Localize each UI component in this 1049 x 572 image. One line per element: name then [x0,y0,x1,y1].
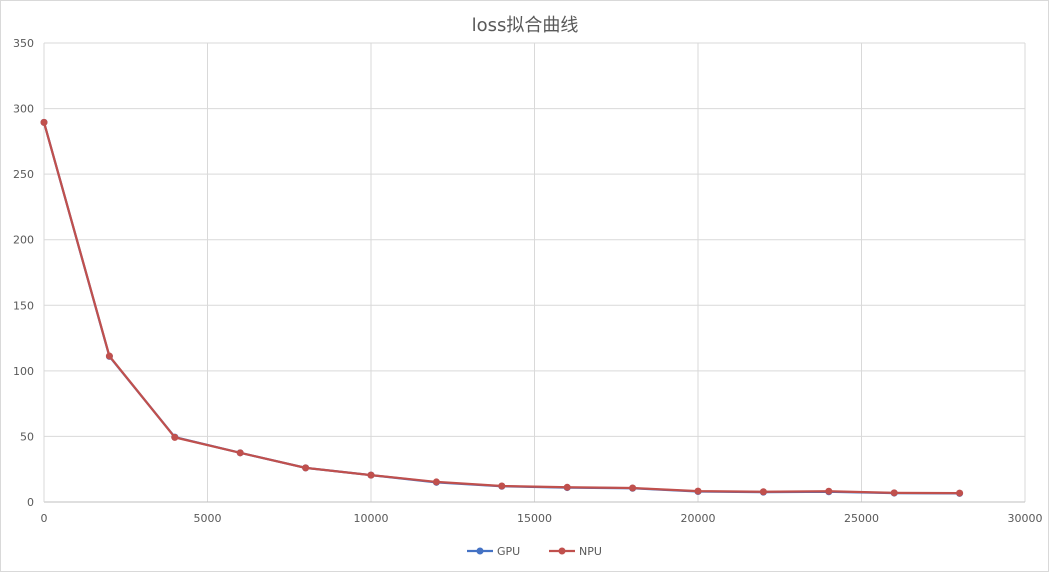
series-line-gpu [42,122,960,495]
legend-label: GPU [497,545,520,558]
data-point-npu [367,471,375,479]
legend-swatch-marker [558,547,566,555]
y-tick-label: 100 [13,365,34,378]
data-point-npu [694,487,702,495]
data-point-npu [890,489,898,497]
y-tick-label: 0 [27,496,34,509]
series-gpu [40,118,964,497]
x-tick-label: 20000 [681,512,716,525]
data-point-npu [563,483,571,491]
y-tick-label: 250 [13,168,34,181]
x-tick-label: 5000 [194,512,222,525]
data-point-npu [498,482,506,490]
data-point-npu [759,488,767,496]
data-point-npu [236,449,244,457]
y-tick-label: 350 [13,37,34,50]
legend: GPU NPU [467,545,602,558]
legend-swatch-marker [476,547,484,555]
x-tick-label: 30000 [1008,512,1043,525]
series-npu [40,118,964,497]
y-axis-ticks: 0 50 100 150 200 250 300 350 [13,37,34,509]
y-tick-label: 200 [13,234,34,247]
x-axis-ticks: 0 5000 10000 15000 20000 25000 30000 [41,512,1043,525]
x-tick-label: 10000 [354,512,389,525]
legend-item-npu: NPU [549,545,602,558]
x-tick-label: 25000 [844,512,879,525]
grid-lines [44,42,1026,502]
series-group [40,118,964,497]
data-point-npu [40,118,48,126]
y-tick-label: 50 [20,430,34,443]
x-tick-label: 15000 [517,512,552,525]
data-point-npu [302,464,310,472]
y-tick-label: 150 [13,299,34,312]
y-tick-label: 300 [13,103,34,116]
data-point-npu [956,489,964,497]
data-point-npu [171,433,179,441]
legend-label: NPU [579,545,602,558]
data-point-npu [432,478,440,486]
series-line-npu [42,122,960,495]
legend-item-gpu: GPU [467,545,520,558]
x-tick-label: 0 [41,512,48,525]
data-point-npu [105,352,113,360]
data-point-npu [825,487,833,495]
chart-title: loss拟合曲线 [472,15,579,36]
data-point-npu [629,484,637,492]
